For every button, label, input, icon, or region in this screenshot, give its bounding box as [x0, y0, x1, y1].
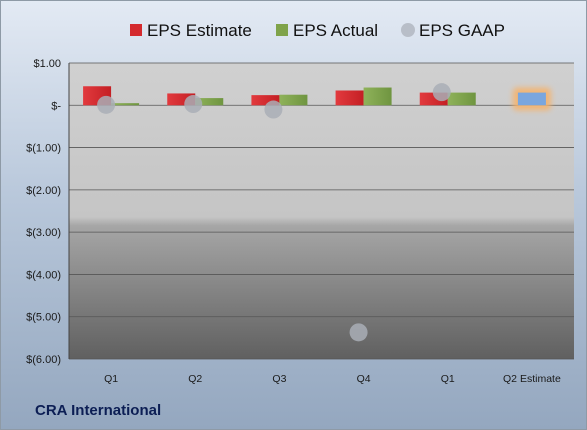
- legend: EPS Estimate EPS Actual EPS GAAP: [130, 21, 505, 40]
- x-axis: Q1 Q2 Q3 Q4 Q1 Q2 Estimate: [104, 373, 561, 385]
- company-name: CRA International: [35, 402, 162, 419]
- legend-label: EPS Actual: [293, 21, 378, 40]
- marker-eps-gaap: [349, 323, 368, 342]
- bar-q2-estimate: [517, 92, 546, 106]
- x-tick-label: Q2 Estimate: [503, 373, 561, 385]
- x-tick-label: Q3: [272, 373, 286, 385]
- x-tick-label: Q1: [104, 373, 118, 385]
- marker-eps-gaap: [97, 95, 116, 114]
- bar-eps-actual: [447, 92, 476, 106]
- legend-swatch: [276, 24, 288, 36]
- marker-eps-gaap: [432, 83, 451, 102]
- markers: [97, 83, 451, 342]
- x-tick-label: Q2: [188, 373, 202, 385]
- y-tick-label: $(3.00): [26, 227, 61, 239]
- y-tick-label: $-: [51, 100, 61, 112]
- y-tick-label: $(4.00): [26, 269, 61, 281]
- y-tick-label: $(5.00): [26, 312, 61, 324]
- y-tick-label: $(2.00): [26, 185, 61, 197]
- y-axis: $1.00 $- $(1.00) $(2.00) $(3.00) $(4.00) $(5.0…: [26, 58, 70, 366]
- y-tick-label: $(1.00): [26, 143, 61, 155]
- legend-label: EPS Estimate: [147, 21, 252, 40]
- x-tick-label: Q4: [357, 373, 371, 385]
- bar-eps-actual: [195, 98, 224, 106]
- bars: [83, 86, 551, 111]
- marker-eps-gaap: [264, 100, 283, 119]
- bar-eps-actual: [279, 94, 308, 106]
- bar-eps-estimate: [167, 93, 196, 106]
- bar-eps-estimate: [251, 95, 280, 106]
- legend-swatch: [401, 23, 415, 37]
- marker-eps-gaap: [184, 95, 203, 114]
- x-tick-label: Q1: [441, 373, 455, 385]
- legend-label: EPS GAAP: [419, 21, 505, 40]
- y-tick-label: $(6.00): [26, 354, 61, 366]
- bar-eps-actual: [363, 87, 392, 106]
- legend-swatch: [130, 24, 142, 36]
- bar-eps-actual: [111, 103, 140, 106]
- plot-area: [69, 63, 574, 359]
- grid-lines: [69, 62, 574, 360]
- y-tick-label: $1.00: [33, 58, 61, 70]
- bar-eps-estimate: [335, 90, 364, 106]
